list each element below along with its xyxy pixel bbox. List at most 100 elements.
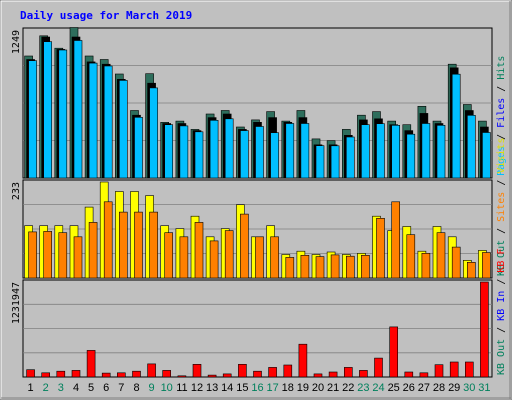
day-label: 24 [372,382,384,394]
day-label: 28 [433,382,445,394]
visits-sites-bar [361,255,370,279]
day-label: 9 [149,382,155,394]
day-label: 6 [103,382,109,394]
hits-pages-bar [73,40,83,179]
kbf-kb-f-bar [374,357,383,378]
kbf-kb-f-bar [464,361,474,378]
visits-sites-bar [436,232,446,279]
day-label: 19 [297,382,309,394]
visits-sites-bar [103,201,113,279]
kbf-kb-f-bar [71,370,81,378]
visits-sites-bar [149,211,158,279]
legend-separator: / [496,222,507,240]
visits-legend: KB Out / Sites / Visits [496,138,507,276]
day-label: 10 [161,382,173,394]
day-labels: 1 2 3 4 5 6 7 8 9 10 11 12 13 14 15 16 17 18 19 20 21 22 23 24 2… [28,382,491,394]
kbf-kb-f-bar [328,371,338,378]
day-label: 27 [418,382,430,394]
day-label: 18 [282,382,294,394]
kbf-kb-f-bar [298,343,308,378]
legend-separator: / [496,273,507,291]
visits-sites-bar [300,255,310,279]
visits-sites-bar [255,236,264,279]
legend-visits: Visits [496,138,507,174]
kbf-kb-f-bar [26,369,35,378]
kbf-kb-f-bar [222,373,232,378]
visits-sites-bar [209,240,219,279]
legend-sites: Sites [496,192,507,222]
kbf-kb-f-bar [268,367,277,378]
visits-sites-bar [330,254,340,279]
visits-sites-bar [421,253,431,279]
legend-files: Files [496,98,507,128]
kbf-kb-f-bar [117,372,126,378]
legend-kb-out: KB Out [496,339,507,375]
visits-panel: 233 KB Out / Sites / Visits [11,138,507,279]
kbf-kb-f-bar [434,364,444,378]
hits-pages-bar [134,117,143,179]
day-label: 12 [191,382,203,394]
kbf-kb-f-bar [147,363,156,378]
hits-pages-bar [376,123,385,179]
visits-sites-bar [482,252,491,279]
kbf-kb-f-bar [480,281,489,378]
visits-sites-bar [406,234,416,279]
kbf-kb-f-bar [207,374,217,378]
visits-sites-bar [466,261,476,279]
day-label: 23 [357,382,369,394]
day-label: 31 [478,382,490,394]
visits-sites-bar [164,232,173,279]
visits-sites-bar [179,236,189,279]
visits-sites-bar [451,246,461,279]
kbf-kb-f-bar [343,367,353,378]
visits-sites-bar [240,213,249,279]
chart-panels: 1249 Pages / Files / Hits 233 KB Out / Site… [11,27,507,378]
visits-sites-bar [224,230,234,279]
visits-sites-bar [315,256,325,279]
hits-pages-bar [285,123,295,179]
legend-separator: / [496,80,507,98]
legend-kb-f: KB F [496,249,507,273]
day-label: 29 [448,382,460,394]
hits-pages-bar [58,49,68,179]
day-label: 1 [28,382,34,394]
hits-pages-bar [436,125,446,179]
legend-separator: / [496,321,507,339]
chart-title: Daily usage for March 2019 [20,9,192,22]
hits-pages-bar [330,145,340,179]
kbf-kb-f-bar [162,370,171,378]
kbf-kb-f-bar [101,372,111,378]
hits-pages-bar [451,73,461,179]
hits-pages-bar [240,130,249,179]
day-label: 22 [342,382,354,394]
hits-pages-bar [164,124,173,179]
day-label: 20 [312,382,324,394]
kbf-legend: KB Out / KB In / KB F [496,249,507,375]
day-label: 25 [388,382,400,394]
day-label: 13 [206,382,218,394]
day-label: 4 [73,382,79,394]
kbf-kb-f-bar [238,363,247,378]
day-label: 11 [176,382,187,394]
hits-pages-bar [28,60,37,179]
hits-pages-bar [255,126,264,179]
kbf-kb-f-bar [253,370,262,378]
visits-sites-bar [345,255,355,279]
day-label: 7 [118,382,124,394]
legend-separator: / [496,128,507,146]
legend-kb-out: KB Out [496,240,507,276]
legend-hits: Hits [496,56,507,80]
kbf-panel: 1231947 KB Out / KB In / KB F [11,249,507,378]
day-label: 17 [266,382,278,394]
kbf-kb-f-bar [283,364,293,378]
visits-sites-bar [376,218,385,279]
visits-sites-bar [119,211,128,279]
day-label: 2 [43,382,49,394]
hits-legend: Pages / Files / Hits [496,56,507,176]
day-label: 21 [327,382,339,394]
hits-pages-bar [119,80,128,179]
hits-panel: 1249 Pages / Files / Hits [11,27,507,179]
visits-sites-bar [58,232,68,279]
visits-sites-bar [270,236,279,279]
